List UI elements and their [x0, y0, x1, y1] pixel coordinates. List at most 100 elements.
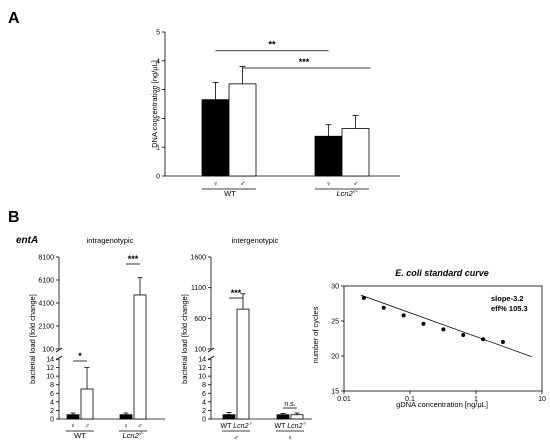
chart-b2-sig-label: ***	[231, 288, 242, 298]
chart-a-bar	[201, 99, 230, 177]
chart-b3-point	[421, 321, 426, 326]
panel-label-a: A	[8, 10, 20, 27]
chart-a-sig-label: ***	[299, 57, 310, 67]
chart-b2-sub-label: WT	[275, 423, 287, 430]
chart-b3-annotation-slope: slope-3.2	[491, 294, 524, 303]
chart-b3-ytick-label: 25	[331, 319, 339, 326]
chart-b-intergenotypic: intergenotypic bacterial load [fold chan…	[180, 236, 312, 442]
chart-b1-axis-break-mark	[55, 355, 63, 361]
chart-b3-point	[381, 305, 386, 310]
chart-b2-ytick-label: 600	[194, 316, 206, 323]
chart-b2-ytick-label: 12	[198, 365, 206, 372]
chart-b-intragenotypic: intragenotypic bacterial load [fold chan…	[28, 236, 165, 440]
chart-b1-axis-break-mark	[55, 347, 63, 353]
chart-a-ytick-label: 0	[156, 174, 160, 181]
chart-a-sex-label: ♀	[213, 179, 219, 188]
chart-b2-bar	[276, 414, 290, 420]
chart-b3-annotation-eff: eff% 105.3	[491, 304, 528, 313]
chart-b3-point	[500, 340, 505, 344]
chart-b2-sex-label: ♂	[233, 433, 239, 442]
chart-b2-sex-label: ♀	[287, 433, 293, 442]
chart-a-ytick-label: 5	[156, 30, 160, 37]
chart-b1-sub-label: ♂	[84, 423, 89, 430]
chart-b1-ytick-label: 100	[42, 347, 54, 354]
chart-b-standard-curve: E. coli standard curve gDNA concentratio…	[311, 268, 546, 409]
chart-b3-point	[361, 295, 366, 300]
chart-b3-xtick-label: 1	[474, 396, 478, 403]
chart-b2-ytick-label: 14	[198, 357, 206, 364]
chart-b3-xtick-label: 0.1	[405, 396, 415, 403]
chart-b3-point	[441, 327, 446, 332]
chart-a-ytick-label: 2	[156, 116, 160, 123]
chart-a-ytick-label: 3	[156, 87, 160, 94]
chart-b1-ytick-label: 6	[50, 391, 54, 398]
chart-b3-title: E. coli standard curve	[395, 268, 489, 278]
chart-b1-sub-label: ♂	[137, 423, 142, 430]
chart-b2-bar	[236, 308, 250, 420]
chart-b1-group-lcn2: Lcn2-/-	[123, 431, 144, 440]
chart-a-ylabel: DNA concentration [ng/μL]	[150, 60, 159, 148]
chart-b1-ytick-label: 0	[50, 417, 54, 424]
chart-b1-ytick-label: 8	[50, 382, 54, 389]
chart-a-bar	[341, 128, 370, 177]
chart-a-sex-label: ♀	[326, 179, 332, 188]
chart-b1-ytick-label: 6100	[38, 278, 54, 285]
chart-b1-ytick-label: 10	[46, 374, 54, 381]
chart-b2-ytick-label: 1600	[190, 255, 206, 262]
chart-b1-ylabel: bacterial load [fold change]	[28, 294, 37, 384]
chart-b1-bar	[119, 414, 133, 420]
chart-a-group-lcn2: Lcn2-/-	[337, 189, 358, 198]
chart-b1-ytick-label: 8100	[38, 255, 54, 262]
chart-b2-axis-break-mark	[207, 347, 215, 353]
chart-b2-title: intergenotypic	[232, 236, 279, 245]
chart-b1-ytick-label: 2	[50, 408, 54, 415]
chart-b1-bar	[133, 294, 147, 420]
chart-a-sex-label: ♂	[353, 179, 359, 188]
chart-b2-bar	[290, 414, 304, 420]
chart-b1-sub-label: ♀	[123, 423, 128, 430]
chart-a-sex-label: ♂	[240, 179, 246, 188]
chart-b2-ytick-label: 0	[202, 417, 206, 424]
chart-b1-bar	[80, 388, 94, 420]
chart-b1-ytick-label: 4	[50, 399, 54, 406]
chart-b3-ytick-label: 30	[331, 284, 339, 291]
chart-b3-point	[401, 313, 406, 318]
chart-b3-xtick-label: 10	[538, 396, 546, 403]
chart-b1-ytick-label: 4100	[38, 301, 54, 308]
chart-b3-xtick-label: 0.01	[337, 396, 351, 403]
chart-b2-genotype-label: Lcn2-/-	[287, 421, 307, 430]
chart-b1-ytick-label: 2100	[38, 324, 54, 331]
chart-b3-plot-frame	[343, 285, 543, 392]
chart-b3-ytick-label: 20	[331, 354, 339, 361]
chart-a-ytick-label: 4	[156, 58, 160, 65]
chart-a-sig-label: **	[268, 40, 276, 50]
chart-b1-bar	[66, 414, 80, 420]
chart-b3-fit-line	[360, 294, 532, 358]
chart-a-group-wt: WT	[224, 189, 236, 198]
chart-b2-ytick-label: 100	[194, 347, 206, 354]
chart-b1-ytick-label: 14	[46, 357, 54, 364]
chart-a-ytick-label: 1	[156, 145, 160, 152]
chart-b2-bar	[222, 414, 236, 420]
chart-b3-point	[481, 337, 486, 342]
chart-b2-ytick-label: 6	[202, 391, 206, 398]
chart-b2-genotype-label: Lcn2-/-	[233, 421, 253, 430]
chart-b3-ytick-label: 15	[331, 389, 339, 396]
chart-b2-ytick-label: 10	[198, 374, 206, 381]
chart-b2-axis-break-mark	[207, 355, 215, 361]
chart-a-bar	[228, 83, 257, 177]
chart-b1-sig-label: *	[78, 351, 82, 361]
chart-b2-ylabel: bacterial load [fold change]	[180, 294, 189, 384]
chart-b2-ytick-label: 1100	[191, 285, 206, 292]
panel-label-b: B	[8, 209, 20, 226]
chart-b2-ytick-label: 4	[202, 399, 206, 406]
chart-b3-ylabel: number of cycles	[311, 306, 320, 363]
chart-b1-ytick-label: 12	[46, 365, 54, 372]
chart-b1-group-wt: WT	[74, 431, 86, 440]
chart-b2-ytick-label: 2	[202, 408, 206, 415]
gene-label: entA	[16, 235, 38, 246]
chart-b3-point	[461, 333, 466, 337]
chart-b2-ytick-label: 8	[202, 382, 206, 389]
chart-a-bar	[314, 135, 343, 177]
